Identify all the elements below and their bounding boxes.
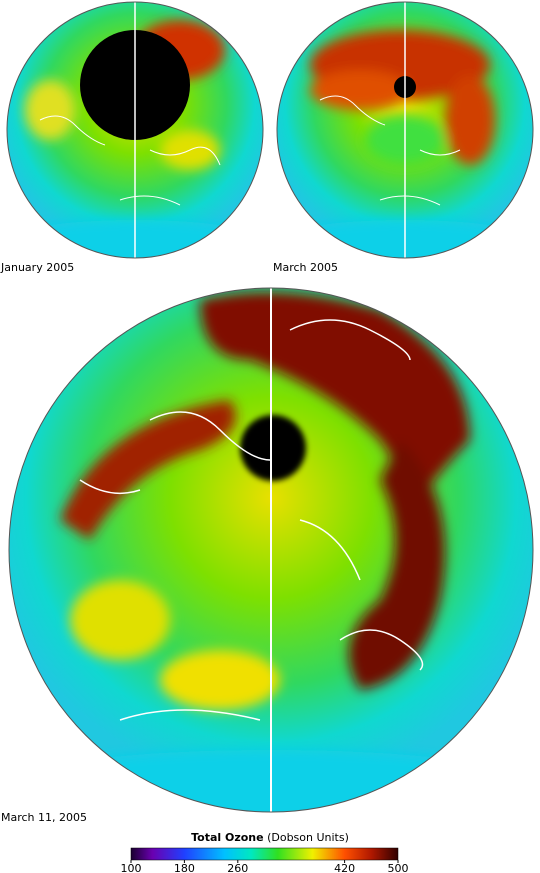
globe-march-11 <box>9 288 533 812</box>
globe-outline <box>6 1 264 259</box>
panel-label: March 2005 <box>273 261 338 274</box>
tick-label: 500 <box>388 862 409 873</box>
globe-january <box>7 2 263 258</box>
tick-label: 100 <box>121 862 142 873</box>
tick-label: 420 <box>334 862 355 873</box>
tick-label: 180 <box>174 862 195 873</box>
colorbar <box>130 847 399 861</box>
colorbar-ticks: 100 180 260 420 500 <box>121 860 409 873</box>
colorbar-title-main: Total Ozone <box>191 831 263 844</box>
panel-label: March 11, 2005 <box>1 811 87 824</box>
globe-outline <box>276 1 534 259</box>
colorbar-title: Total Ozone (Dobson Units) <box>191 831 349 844</box>
globe-march <box>277 2 533 258</box>
globe-outline <box>8 287 534 813</box>
colorbar-units: (Dobson Units) <box>267 831 349 844</box>
panel-label: January 2005 <box>0 261 74 274</box>
tick-label: 260 <box>227 862 248 873</box>
